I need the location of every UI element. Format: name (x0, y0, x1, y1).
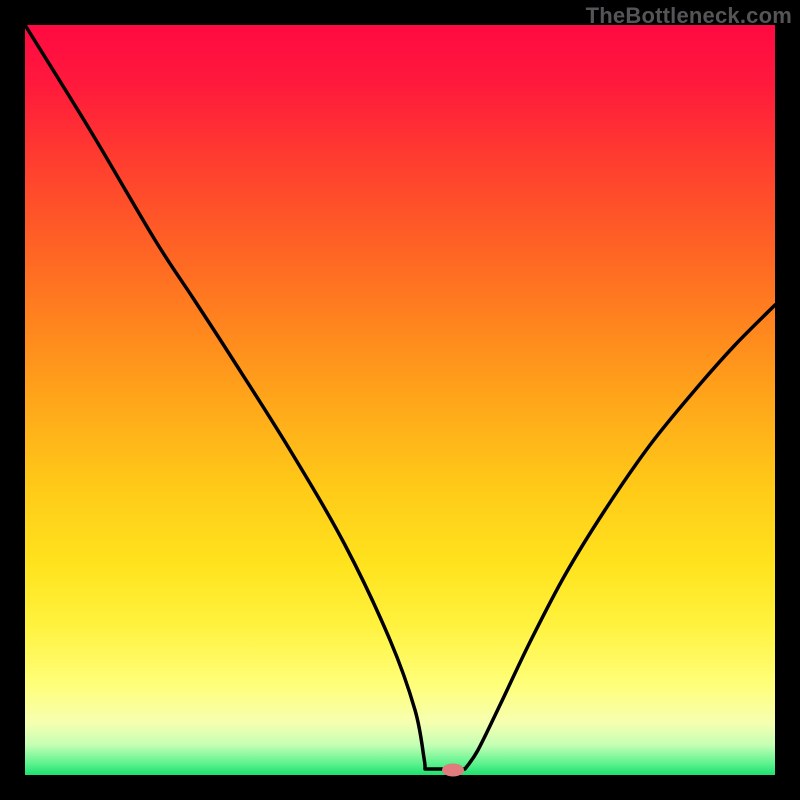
chart-container: TheBottleneck.com (0, 0, 800, 800)
optimal-point-marker (442, 764, 464, 777)
watermark-label: TheBottleneck.com (586, 3, 792, 29)
bottleneck-chart (0, 0, 800, 800)
